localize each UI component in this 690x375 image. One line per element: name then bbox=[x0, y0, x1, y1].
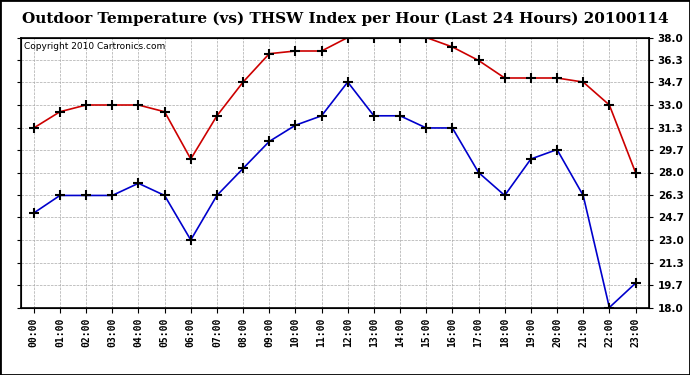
Text: Outdoor Temperature (vs) THSW Index per Hour (Last 24 Hours) 20100114: Outdoor Temperature (vs) THSW Index per … bbox=[21, 11, 669, 26]
Text: Copyright 2010 Cartronics.com: Copyright 2010 Cartronics.com bbox=[24, 42, 165, 51]
